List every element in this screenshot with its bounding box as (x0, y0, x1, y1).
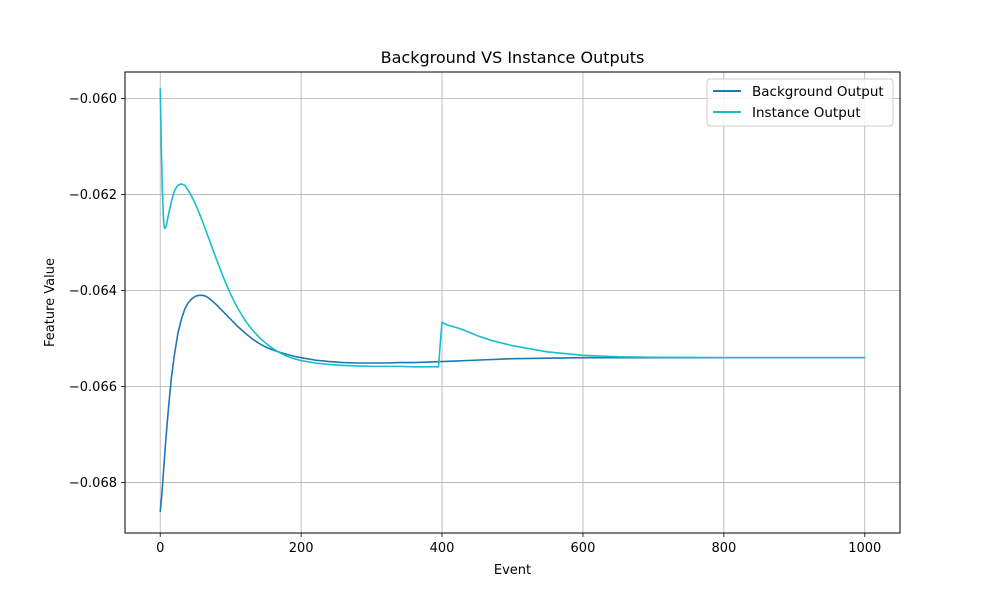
legend-label-instance-output: Instance Output (752, 105, 861, 121)
x-tick-label: 1000 (848, 541, 881, 556)
x-tick-label: 800 (711, 541, 736, 556)
series-lines (159, 88, 866, 513)
x-tick-label: 200 (289, 541, 314, 556)
y-tick-label: −0.068 (69, 476, 117, 491)
plot-area-frame (124, 71, 901, 534)
axis-ticks: 0 200 400 600 800 1000 −0.068 −0.066 −0.064 −0.06… (69, 92, 881, 556)
x-axis-title: Event (494, 563, 531, 578)
x-tick-label: 400 (430, 541, 455, 556)
x-tick-label: 0 (156, 541, 164, 556)
y-tick-label: −0.066 (69, 380, 117, 395)
y-tick-label: −0.064 (69, 284, 117, 299)
y-tick-label: −0.062 (69, 188, 117, 203)
y-axis-title: Feature Value (43, 258, 58, 347)
y-tick-label: −0.060 (69, 92, 117, 107)
legend-box (706, 78, 894, 127)
chart-title: Background VS Instance Outputs (381, 48, 645, 67)
x-tick-label: 600 (571, 541, 596, 556)
legend-label-background-output: Background Output (752, 84, 884, 100)
series-line-instance-output (159, 88, 866, 368)
legend: Background Output Instance Output (706, 78, 894, 127)
